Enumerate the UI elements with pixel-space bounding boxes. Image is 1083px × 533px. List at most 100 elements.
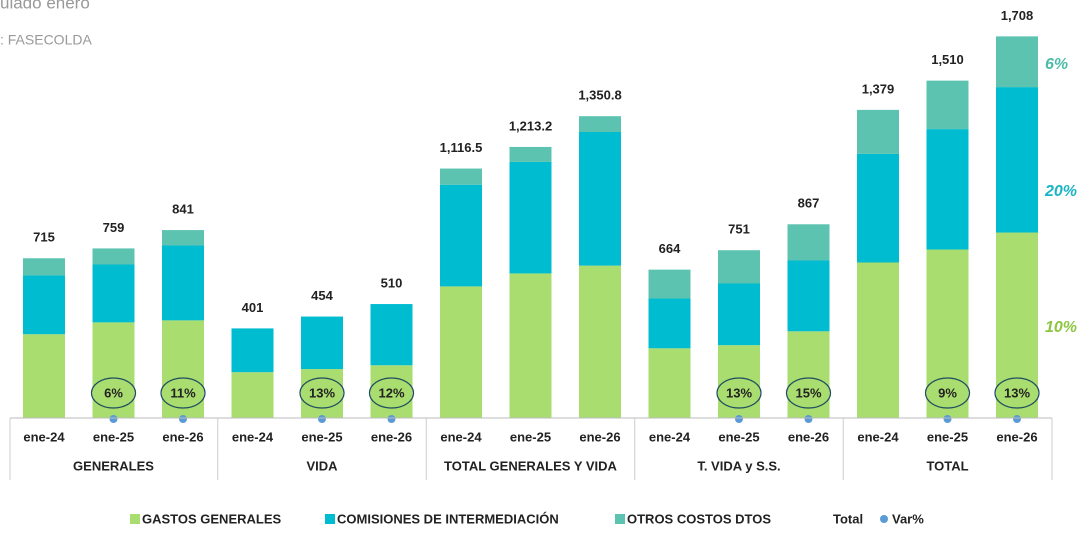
chart-title: ulado enero — [0, 0, 90, 12]
legend-swatch — [325, 514, 335, 524]
bar-segment — [23, 275, 65, 335]
bar-segment — [579, 132, 621, 266]
legend-label: GASTOS GENERALES — [142, 511, 282, 526]
bar-segment — [996, 36, 1038, 88]
x-tick-label: ene-25 — [718, 429, 759, 444]
bar-segment — [440, 168, 482, 185]
bar-segment — [648, 298, 691, 349]
var-label: 6% — [104, 385, 123, 400]
bar-segment — [231, 372, 274, 418]
x-tick-label: ene-24 — [857, 429, 899, 444]
x-tick-label: ene-24 — [649, 429, 691, 444]
annotation: 20% — [1044, 183, 1077, 200]
total-label: 841 — [172, 202, 194, 217]
x-tick-label: ene-25 — [301, 429, 342, 444]
legend-label: COMISIONES DE INTERMEDIACIÓN — [337, 511, 559, 526]
total-label: 1,379 — [862, 81, 895, 96]
total-label: 1,708 — [1001, 8, 1034, 23]
bar-segment — [718, 250, 760, 284]
bar-segment — [857, 153, 899, 263]
x-tick-label: ene-24 — [232, 429, 274, 444]
var-dot — [179, 415, 187, 423]
var-label: 13% — [726, 385, 752, 400]
bar-segment — [579, 265, 621, 418]
bar-segment — [92, 264, 135, 323]
bar-segment — [996, 232, 1038, 418]
bar-segment — [787, 224, 830, 261]
bar-segment — [23, 258, 65, 276]
bar-segment — [857, 262, 899, 418]
x-tick-label: ene-26 — [162, 429, 203, 444]
total-label: 1,510 — [931, 52, 964, 67]
var-label: 9% — [938, 385, 957, 400]
legend-label: Var% — [892, 511, 924, 526]
var-dot — [109, 415, 118, 423]
bar-segment — [301, 316, 343, 370]
bar-segment — [162, 320, 204, 418]
x-tick-label: ene-26 — [579, 429, 620, 444]
bar-segment — [648, 348, 691, 418]
var-dot — [943, 415, 952, 423]
chart-subtitle: : FASECOLDA — [0, 32, 92, 48]
x-tick-label: ene-26 — [996, 429, 1037, 444]
total-label: 401 — [242, 300, 264, 315]
var-ring — [299, 377, 345, 409]
bar-segment — [440, 184, 482, 287]
bar-segment — [579, 116, 621, 133]
var-dot — [804, 415, 813, 423]
total-label: 1,116.5 — [440, 140, 483, 155]
var-dot — [387, 415, 396, 423]
bar-segment — [162, 245, 204, 321]
bar-segment — [718, 283, 760, 346]
bar-segment — [370, 365, 413, 418]
bar-segment — [648, 269, 691, 299]
bar-segment — [370, 304, 413, 366]
bar-segment — [787, 260, 830, 332]
var-label: 11% — [170, 385, 196, 400]
var-dot — [1013, 415, 1021, 423]
x-tick-label: ene-26 — [371, 429, 412, 444]
group-label: GENERALES — [73, 458, 154, 473]
var-ring — [924, 377, 971, 409]
bar-segment — [509, 161, 552, 274]
x-tick-label: ene-26 — [788, 429, 829, 444]
total-label: 664 — [659, 241, 681, 256]
bar-segment — [23, 334, 65, 418]
group-label: TOTAL — [926, 458, 968, 473]
group-label: VIDA — [306, 458, 338, 473]
x-tick-label: ene-25 — [510, 429, 551, 444]
bar-segment — [509, 146, 552, 162]
bar-segment — [231, 328, 274, 373]
group-label: TOTAL GENERALES Y VIDA — [444, 458, 617, 473]
total-label: 867 — [798, 196, 820, 211]
total-label: 715 — [33, 230, 55, 245]
annotation: 10% — [1045, 319, 1077, 336]
bar-segment — [787, 331, 830, 418]
bar-segment — [92, 248, 135, 265]
group-label: T. VIDA y S.S. — [697, 458, 780, 473]
bar-segment — [926, 80, 969, 130]
annotation: 6% — [1045, 56, 1068, 73]
var-ring — [994, 377, 1040, 409]
legend-swatch — [615, 514, 625, 524]
total-label: 751 — [728, 222, 750, 237]
var-ring — [90, 377, 137, 409]
x-tick-label: ene-25 — [927, 429, 968, 444]
x-tick-label: ene-25 — [93, 429, 134, 444]
legend-swatch — [880, 515, 888, 523]
var-dot — [318, 415, 326, 423]
total-label: 1,213.2 — [509, 118, 552, 133]
bar-segment — [996, 87, 1038, 233]
var-ring — [368, 377, 415, 409]
var-ring — [160, 377, 206, 409]
bar-segment — [92, 322, 135, 418]
var-label: 12% — [378, 385, 404, 400]
total-label: 454 — [311, 288, 333, 303]
bar-segment — [301, 369, 343, 418]
var-ring — [785, 377, 832, 409]
bar-segment — [926, 129, 969, 250]
bar-segment — [440, 286, 482, 418]
x-tick-label: ene-24 — [440, 429, 482, 444]
x-tick-label: ene-24 — [23, 429, 65, 444]
